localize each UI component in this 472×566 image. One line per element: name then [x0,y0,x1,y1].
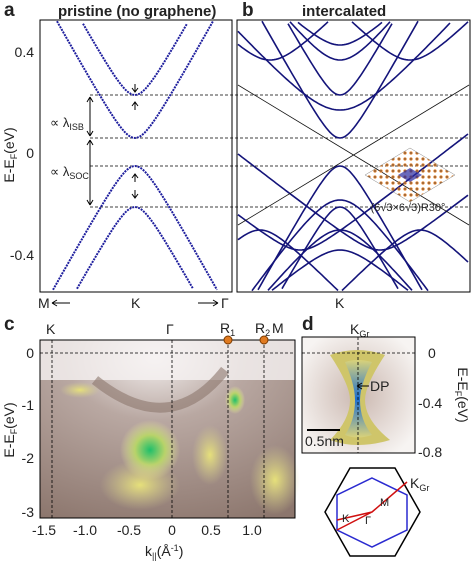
panel-d: d KGr DP 0.5nm 0 -0.4 -0.8 E-EF(eV) KGr … [301,314,471,557]
bz-label: M [380,497,389,509]
k-label: K [46,321,56,337]
band [271,249,409,291]
brillouin-zone [336,477,408,548]
marker [259,335,269,345]
arrow [198,299,219,307]
y-tick-label: 0 [26,345,34,361]
frame [39,339,296,519]
band [341,229,469,292]
arpes-feature [60,382,100,398]
x-label: Γ [221,295,229,311]
panel-label: b [242,0,254,21]
y-axis-label: E-EF(eV) [1,402,19,457]
frame [236,19,471,293]
arpes-feature [91,366,229,413]
y-tick-label: -0.8 [418,444,442,460]
y-tick-label: -0.4 [418,395,442,411]
panel-title: pristine (no graphene) [58,3,216,20]
arpes-feature [225,386,245,414]
frame [39,19,233,293]
panel-label: d [302,314,314,335]
inset-label: (6√3×6√3)R30° [371,202,446,214]
arrow [131,84,139,199]
band-structure [52,20,218,291]
arrow [51,299,70,307]
annotation: ∝ λISB [50,115,84,132]
arrow [356,382,369,390]
scale-label: 0.5nm [305,433,344,449]
marker [223,335,233,345]
panel-b: b intercalated K (6√3×6√3)R30° [236,0,471,311]
frame [301,336,416,454]
x-axis-label: k||(Å-1) [145,543,183,561]
panel-c: c K Γ R1 R2 M 0 -1 -2 -3 E-EF(eV) -1.5 -… [1,314,300,561]
arpes-feature [250,445,300,515]
bz-label: K [342,513,350,525]
panel-label: a [4,0,15,21]
k-label: M [272,320,284,336]
x-tick-label: 0 [168,522,176,538]
x-label: K [335,295,345,311]
path [336,481,408,531]
band [351,21,469,61]
band [237,133,469,251]
y-axis-label: E-EF(eV) [453,367,471,422]
bz-label: Γ [365,515,371,527]
x-tick-label: -1.5 [32,522,56,538]
y-tick-label: 0.4 [15,44,35,60]
k-label: R1 [220,320,235,338]
band [289,21,391,61]
panel-label: c [4,314,15,335]
arpes-feature [345,360,372,438]
k-label: KGr [350,321,369,339]
inset-cell [398,168,422,182]
band [82,23,188,97]
arpes-feature [100,460,180,510]
bz-label: KGr [410,475,429,493]
band [237,153,469,251]
band [52,164,218,291]
band [56,20,214,140]
x-tick-label: -1.0 [73,522,97,538]
k-label: R2 [255,320,270,338]
x-tick-label: 1.0 [242,522,262,538]
band [237,229,339,292]
y-tick-label: -0.4 [10,247,34,263]
brillouin-zone [324,467,421,557]
arrow [86,96,94,137]
band [261,20,419,139]
band [237,84,470,226]
y-tick-label: 0 [428,345,436,361]
y-axis-label: E-EF(eV) [1,127,19,182]
annotation: ∝ λSOC [50,164,89,181]
k-label: Γ [166,321,174,337]
arpes-image [40,340,295,380]
arrow [86,139,94,206]
band [267,229,413,291]
y-tick-label: -2 [22,450,35,466]
y-tick-label: 0 [26,145,34,161]
annotation: DP [370,378,389,394]
band [76,205,194,290]
band [287,23,393,96]
band [251,199,429,292]
x-tick-label: 0.5 [201,522,221,538]
band [237,21,329,61]
panel-a: a pristine (no graphene) 0.4 0 -0.4 E-EF… [1,0,470,311]
y-tick-label: -3 [22,504,35,520]
y-tick-label: -1 [22,397,35,413]
x-tick-label: -0.5 [117,522,141,538]
panel-title: intercalated [302,3,386,20]
x-label: K [131,295,141,311]
band-structure [237,20,470,292]
band [297,21,383,46]
x-label: M [38,295,50,311]
arpes-feature [192,425,228,485]
